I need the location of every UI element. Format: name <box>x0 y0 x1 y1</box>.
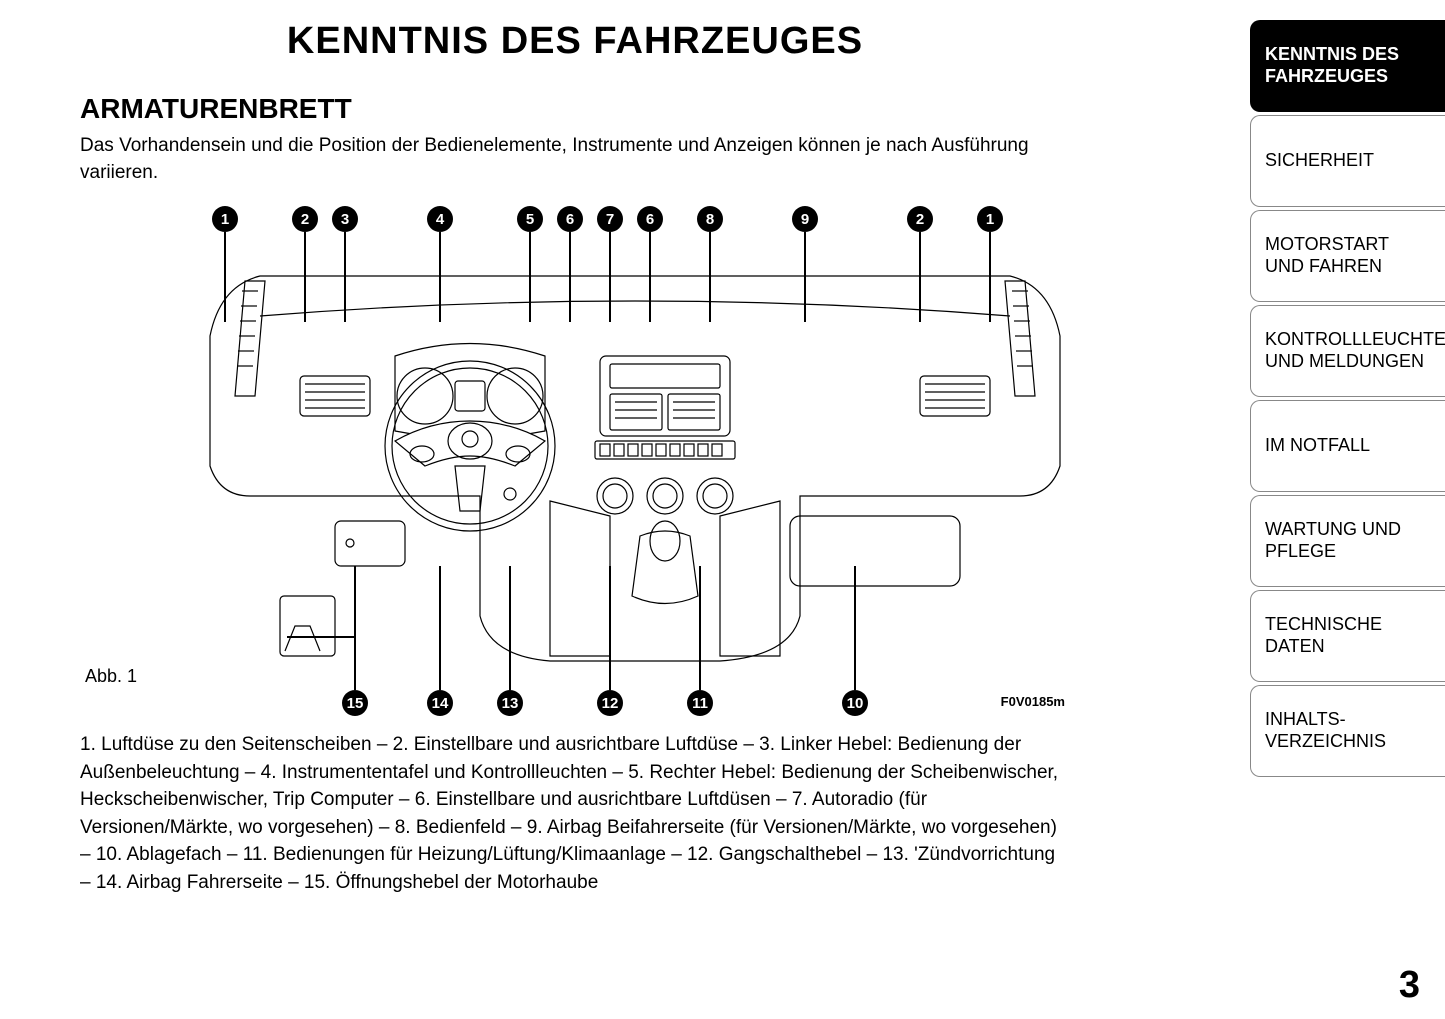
callout-1: 1 <box>212 206 238 232</box>
side-tabs: KENNTNIS DES FAHRZEUGESSICHERHEITMOTORST… <box>1250 20 1445 780</box>
callout-line <box>439 232 441 322</box>
legend-text: 1. Luftdüse zu den Seitenscheiben – 2. E… <box>80 731 1070 896</box>
callout-1: 1 <box>977 206 1003 232</box>
callout-6: 6 <box>637 206 663 232</box>
tab-6[interactable]: TECHNISCHE DATEN <box>1250 590 1445 682</box>
callout-14: 14 <box>427 690 453 716</box>
callout-line <box>709 232 711 322</box>
callout-3: 3 <box>332 206 358 232</box>
callout-line <box>569 232 571 322</box>
callout-11: 11 <box>687 690 713 716</box>
callout-15: 15 <box>342 690 368 716</box>
page-content: KENNTNIS DES FAHRZEUGES ARMATURENBRETT D… <box>80 20 1070 896</box>
page-number: 3 <box>1399 964 1420 1007</box>
tab-5[interactable]: WARTUNG UND PFLEGE <box>1250 495 1445 587</box>
callout-10: 10 <box>842 690 868 716</box>
callout-2: 2 <box>292 206 318 232</box>
dashboard-figure: Abb. 1 F0V0185m 123456768921151413121110 <box>80 206 1070 716</box>
callout-line <box>649 232 651 322</box>
tab-3[interactable]: KONTROLLLEUCHTEN UND MELDUNGEN <box>1250 305 1445 397</box>
tab-7[interactable]: INHALTS-VERZEICHNIS <box>1250 685 1445 777</box>
callout-line <box>439 566 441 690</box>
callout-line <box>919 232 921 322</box>
callout-line <box>854 566 856 690</box>
callout-line <box>804 232 806 322</box>
callout-line <box>609 566 611 690</box>
callout-line <box>287 636 355 638</box>
dashboard-illustration <box>200 256 1070 676</box>
callout-line <box>304 232 306 322</box>
callout-line <box>609 232 611 322</box>
figure-code: F0V0185m <box>1001 694 1065 709</box>
callout-6: 6 <box>557 206 583 232</box>
callout-5: 5 <box>517 206 543 232</box>
page-title: KENNTNIS DES FAHRZEUGES <box>80 20 1070 63</box>
tab-4[interactable]: IM NOTFALL <box>1250 400 1445 492</box>
callout-line <box>344 232 346 322</box>
callout-line <box>354 566 356 690</box>
callout-line <box>699 566 701 690</box>
callout-line <box>989 232 991 322</box>
section-title: ARMATURENBRETT <box>80 93 1070 125</box>
callout-line <box>529 232 531 322</box>
tab-2[interactable]: MOTORSTART UND FAHREN <box>1250 210 1445 302</box>
callout-4: 4 <box>427 206 453 232</box>
figure-label: Abb. 1 <box>85 666 137 687</box>
intro-text: Das Vorhandensein und die Position der B… <box>80 133 1070 186</box>
callout-7: 7 <box>597 206 623 232</box>
callout-line <box>224 232 226 322</box>
tab-1[interactable]: SICHERHEIT <box>1250 115 1445 207</box>
callout-9: 9 <box>792 206 818 232</box>
callout-8: 8 <box>697 206 723 232</box>
callout-13: 13 <box>497 690 523 716</box>
callout-12: 12 <box>597 690 623 716</box>
callout-2: 2 <box>907 206 933 232</box>
callout-line <box>509 566 511 690</box>
tab-0[interactable]: KENNTNIS DES FAHRZEUGES <box>1250 20 1445 112</box>
